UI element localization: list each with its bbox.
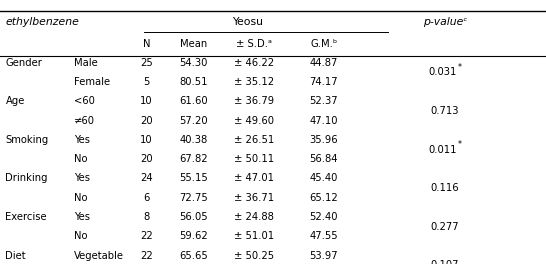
Text: 35.96: 35.96 [310,135,338,145]
Text: 0.107: 0.107 [431,260,459,264]
Text: Smoking: Smoking [5,135,49,145]
Text: 57.20: 57.20 [180,116,208,126]
Text: 22: 22 [140,231,153,241]
Text: Male: Male [74,58,97,68]
Text: 20: 20 [140,116,153,126]
Text: G.M.ᵇ: G.M.ᵇ [310,39,337,49]
Text: No: No [74,154,87,164]
Text: Yes: Yes [74,135,90,145]
Text: 55.15: 55.15 [180,173,208,183]
Text: 22: 22 [140,251,153,261]
Text: 0.031: 0.031 [428,68,456,77]
Text: Vegetable: Vegetable [74,251,124,261]
Text: 0.011: 0.011 [428,145,456,154]
Text: 10: 10 [140,135,153,145]
Text: 54.30: 54.30 [180,58,208,68]
Text: ± 49.60: ± 49.60 [234,116,275,126]
Text: ± 24.88: ± 24.88 [234,212,275,222]
Text: No: No [74,231,87,241]
Text: 52.37: 52.37 [310,96,338,106]
Text: 74.17: 74.17 [310,77,338,87]
Text: 0.116: 0.116 [431,183,459,193]
Text: 8: 8 [143,212,150,222]
Text: ± S.D.ᵃ: ± S.D.ᵃ [236,39,272,49]
Text: ± 50.25: ± 50.25 [234,251,275,261]
Text: 25: 25 [140,58,153,68]
Text: ± 36.71: ± 36.71 [234,193,275,203]
Text: ± 50.11: ± 50.11 [234,154,275,164]
Text: Exercise: Exercise [5,212,47,222]
Text: Female: Female [74,77,110,87]
Text: *: * [458,63,461,72]
Text: Diet: Diet [5,251,26,261]
Text: 80.51: 80.51 [180,77,208,87]
Text: ± 51.01: ± 51.01 [234,231,275,241]
Text: No: No [74,193,87,203]
Text: 40.38: 40.38 [180,135,208,145]
Text: 56.05: 56.05 [180,212,208,222]
Text: 6: 6 [143,193,150,203]
Text: 24: 24 [140,173,153,183]
Text: Age: Age [5,96,25,106]
Text: p-valueᶜ: p-valueᶜ [423,17,467,27]
Text: 65.65: 65.65 [180,251,208,261]
Text: Yeosu: Yeosu [232,17,263,27]
Text: 20: 20 [140,154,153,164]
Text: 10: 10 [140,96,153,106]
Text: *: * [458,140,461,149]
Text: 52.40: 52.40 [310,212,338,222]
Text: 47.10: 47.10 [310,116,338,126]
Text: Drinking: Drinking [5,173,48,183]
Text: Yes: Yes [74,212,90,222]
Text: 61.60: 61.60 [180,96,208,106]
Text: 5: 5 [143,77,150,87]
Text: 47.55: 47.55 [310,231,338,241]
Text: ± 47.01: ± 47.01 [234,173,275,183]
Text: Yes: Yes [74,173,90,183]
Text: N: N [143,39,150,49]
Text: 67.82: 67.82 [180,154,208,164]
Text: 44.87: 44.87 [310,58,338,68]
Text: ± 35.12: ± 35.12 [234,77,275,87]
Text: 45.40: 45.40 [310,173,338,183]
Text: ≠60: ≠60 [74,116,94,126]
Text: 72.75: 72.75 [180,193,208,203]
Text: 53.97: 53.97 [310,251,338,261]
Text: 56.84: 56.84 [310,154,338,164]
Text: 59.62: 59.62 [180,231,208,241]
Text: 65.12: 65.12 [310,193,338,203]
Text: ± 36.79: ± 36.79 [234,96,275,106]
Text: ± 46.22: ± 46.22 [234,58,275,68]
Text: <60: <60 [74,96,94,106]
Text: Gender: Gender [5,58,43,68]
Text: ± 26.51: ± 26.51 [234,135,275,145]
Text: 0.277: 0.277 [431,222,459,232]
Text: ethylbenzene: ethylbenzene [5,17,79,27]
Text: Mean: Mean [180,39,207,49]
Text: 0.713: 0.713 [431,106,459,116]
